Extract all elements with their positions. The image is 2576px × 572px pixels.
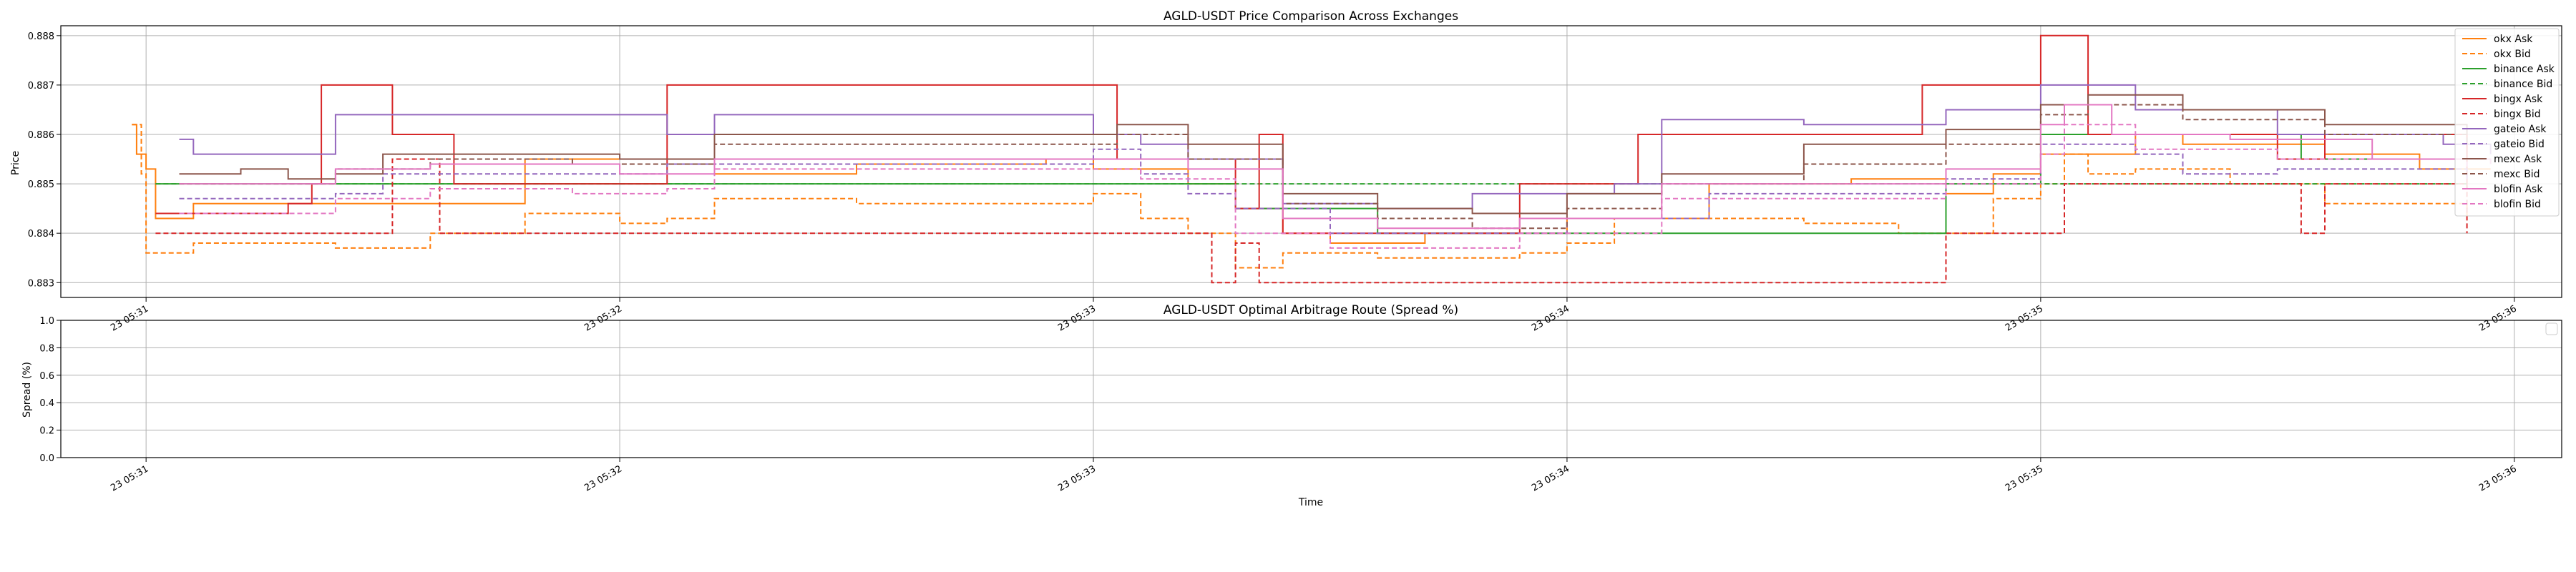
legend-label: binance Ask [2494,64,2555,75]
legend-label: binance Bid [2494,79,2552,90]
y-tick-label: 0.2 [39,426,54,437]
legend-label: blofin Bid [2494,199,2541,210]
y-tick-label: 0.888 [28,31,54,42]
series-line-gateio-ask [179,84,2492,209]
y-tick-label: 0.6 [39,371,54,382]
y-tick-label: 0.8 [39,343,54,354]
price-y-axis-label: Price [10,151,21,175]
y-tick-label: 0.885 [28,179,54,190]
price-series-lines [132,34,2492,284]
x-tick-label: 23 05:34 [1530,303,1571,333]
spread-axes: AGLD-USDT Optimal Arbitrage Route (Sprea… [21,303,2562,508]
spread-chart-title: AGLD-USDT Optimal Arbitrage Route (Sprea… [1163,303,1458,317]
x-tick-label: 23 05:36 [2477,463,2519,493]
x-axis-label: Time [1298,497,1323,508]
price-legend: okx Ask okx Bid binance Ask binance Bid bing… [2454,28,2560,217]
spread-plot-frame [60,320,2562,458]
legend-label: bingx Ask [2494,94,2543,105]
x-tick-label: 23 05:31 [109,463,150,493]
legend-label: blofin Ask [2494,184,2543,195]
legend-label: gateio Ask [2494,124,2547,135]
price-grid [61,26,2562,297]
price-chart-title: AGLD-USDT Price Comparison Across Exchan… [1163,9,1458,24]
price-axes: AGLD-USDT Price Comparison Across Exchan… [10,9,2562,334]
y-tick-label: 0.4 [39,398,54,409]
spread-ticks: 23 05:31 23 05:32 23 05:33 23 05:34 23 05:35… [39,316,2518,494]
series-line-bingx-bid [155,158,2468,284]
legend-box [2545,322,2558,335]
y-tick-label: 1.0 [39,316,54,327]
y-tick-label: 0.886 [28,130,54,141]
series-line-gateio-bid [179,143,2468,235]
x-tick-label: 23 05:32 [582,463,624,493]
spread-grid [61,320,2562,458]
legend-label: okx Ask [2494,34,2533,45]
x-tick-label: 23 05:31 [109,303,150,333]
legend-label: mexc Bid [2494,169,2540,180]
legend-label: gateio Bid [2494,139,2545,150]
series-line-blofin-ask [179,104,2492,230]
price-ticks: 23 05:31 23 05:32 23 05:33 23 05:34 23 05:35… [28,31,2519,334]
y-tick-label: 0.884 [28,229,54,240]
series-line-binance-bid [155,183,2468,189]
x-tick-label: 23 05:32 [582,303,624,333]
x-tick-label: 23 05:36 [2477,303,2519,333]
x-tick-label: 23 05:35 [2004,303,2045,333]
series-line-okx-bid [132,124,2468,269]
y-tick-label: 0.0 [39,453,54,464]
legend-label: mexc Ask [2494,154,2542,165]
y-tick-label: 0.887 [28,81,54,92]
y-tick-label: 0.883 [28,278,54,289]
x-tick-label: 23 05:33 [1056,463,1098,493]
spread-legend [2545,322,2558,335]
legend-label: bingx Bid [2494,109,2541,120]
x-tick-label: 23 05:34 [1530,463,1571,493]
spread-y-axis-label: Spread (%) [21,362,33,418]
legend-box [2454,28,2560,217]
legend-label: okx Bid [2494,49,2531,60]
series-line-mexc-bid [179,104,2468,230]
x-tick-label: 23 05:35 [2004,463,2045,493]
price-plot-frame [60,25,2562,298]
x-tick-label: 23 05:33 [1056,303,1098,333]
series-line-blofin-bid [179,124,2468,249]
